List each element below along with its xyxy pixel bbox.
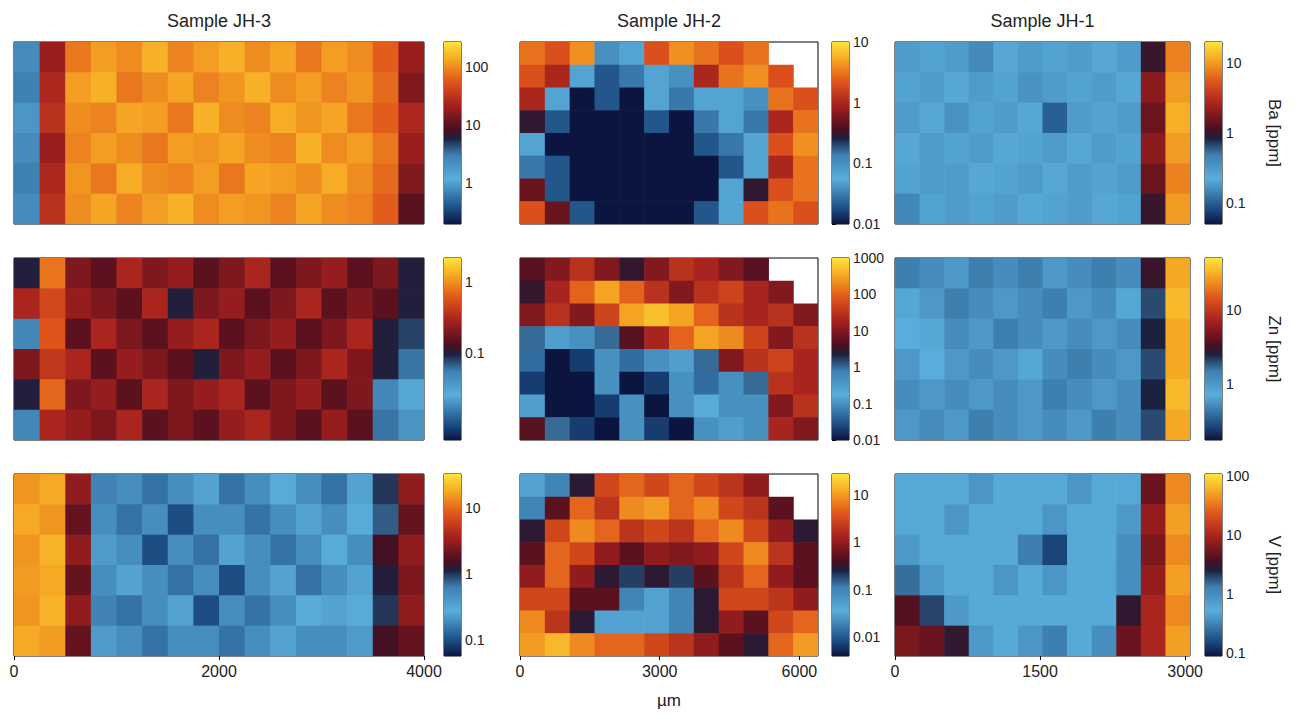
svg-text:1: 1 — [465, 274, 473, 290]
svg-text:0.1: 0.1 — [465, 632, 485, 648]
svg-text:10: 10 — [853, 487, 869, 503]
svg-text:0.01: 0.01 — [853, 629, 880, 645]
svg-text:6000: 6000 — [782, 663, 818, 680]
svg-text:3000: 3000 — [1167, 663, 1203, 680]
svg-text:0.1: 0.1 — [1226, 195, 1246, 211]
svg-text:0.1: 0.1 — [853, 582, 873, 598]
svg-text:1: 1 — [1226, 125, 1234, 141]
svg-text:0.1: 0.1 — [465, 345, 485, 361]
svg-text:3000: 3000 — [642, 663, 678, 680]
svg-text:0.1: 0.1 — [853, 155, 873, 171]
svg-text:100: 100 — [1226, 468, 1250, 484]
svg-text:Sample JH-2: Sample JH-2 — [617, 11, 721, 31]
svg-text:100: 100 — [853, 286, 877, 302]
svg-text:µm: µm — [657, 691, 681, 710]
svg-text:0.01: 0.01 — [853, 216, 880, 232]
svg-text:1: 1 — [853, 534, 861, 550]
svg-text:Sample JH-1: Sample JH-1 — [990, 11, 1094, 31]
svg-text:0: 0 — [891, 663, 900, 680]
svg-text:2000: 2000 — [201, 663, 237, 680]
svg-text:0.1: 0.1 — [1226, 645, 1246, 661]
svg-text:Sample JH-3: Sample JH-3 — [167, 11, 271, 31]
svg-text:1: 1 — [465, 566, 473, 582]
svg-text:10: 10 — [465, 500, 481, 516]
svg-text:10: 10 — [1226, 302, 1242, 318]
svg-text:1: 1 — [1226, 586, 1234, 602]
svg-text:10: 10 — [853, 34, 869, 50]
svg-text:0: 0 — [10, 663, 19, 680]
svg-text:100: 100 — [465, 59, 489, 75]
svg-text:Ba [ppm]: Ba [ppm] — [1265, 99, 1284, 167]
svg-text:4000: 4000 — [406, 663, 442, 680]
svg-text:10: 10 — [465, 117, 481, 133]
svg-text:1: 1 — [853, 359, 861, 375]
svg-text:10: 10 — [1226, 527, 1242, 543]
svg-text:V [ppm]: V [ppm] — [1265, 536, 1284, 595]
svg-text:10: 10 — [853, 323, 869, 339]
svg-text:1: 1 — [853, 95, 861, 111]
svg-text:1: 1 — [1226, 376, 1234, 392]
svg-text:0: 0 — [516, 663, 525, 680]
svg-text:1: 1 — [465, 175, 473, 191]
svg-text:10: 10 — [1226, 55, 1242, 71]
svg-text:Zn [ppm]: Zn [ppm] — [1265, 315, 1284, 382]
svg-text:0.1: 0.1 — [853, 396, 873, 412]
svg-text:0.01: 0.01 — [853, 432, 880, 448]
svg-text:1500: 1500 — [1022, 663, 1058, 680]
svg-text:1000: 1000 — [853, 250, 884, 266]
